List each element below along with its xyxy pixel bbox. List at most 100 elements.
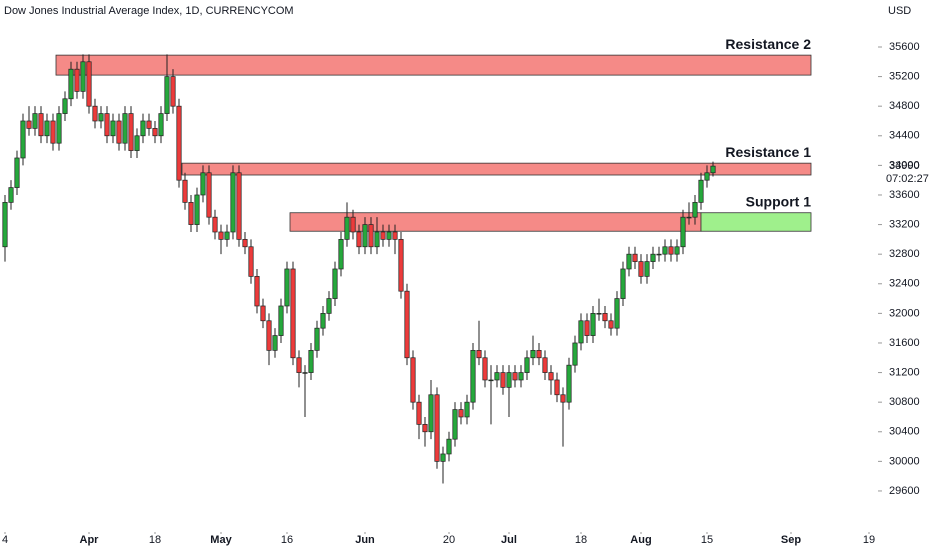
candle-body: [704, 172, 710, 181]
candle-body: [500, 372, 506, 388]
y-tick-label: 32400: [889, 278, 920, 290]
candle-body: [458, 409, 464, 418]
x-tick-label: May: [210, 534, 232, 546]
y-tick-label: 31600: [889, 337, 920, 349]
candle-body: [452, 409, 458, 440]
candle-body: [614, 298, 620, 329]
candle-body: [680, 216, 686, 248]
zone: [181, 162, 812, 176]
candle-body: [242, 239, 248, 248]
candle-body: [410, 357, 416, 403]
y-tick-label: 30800: [889, 396, 920, 408]
x-tick-label: 16: [281, 534, 293, 546]
candle-body: [128, 113, 134, 151]
candle-body: [476, 350, 482, 359]
candle-body: [50, 120, 56, 144]
candle-body: [398, 239, 404, 292]
candle-body: [32, 113, 38, 129]
candle-body: [686, 216, 692, 219]
candle-body: [68, 68, 74, 100]
candle-body: [236, 172, 242, 240]
candle-body: [278, 305, 284, 336]
candle-body: [194, 194, 200, 225]
candle-body: [254, 276, 260, 307]
candle-body: [338, 239, 344, 270]
zone-split: [700, 212, 812, 232]
candle-body: [518, 372, 524, 381]
candle-body: [464, 401, 470, 418]
candle-body: [356, 231, 362, 248]
candle-body: [56, 113, 62, 144]
candle-body: [116, 120, 122, 144]
candle-body: [572, 342, 578, 366]
candle-body: [230, 172, 236, 233]
candle-body: [386, 231, 392, 240]
candle-body: [164, 76, 170, 114]
candle-body: [212, 216, 218, 233]
y-tick-label: 31200: [889, 366, 920, 378]
y-tick-label: 29600: [889, 485, 920, 497]
candle-body: [134, 135, 140, 151]
x-tick-label: Jun: [355, 534, 375, 546]
candle-body: [326, 298, 332, 314]
candle-body: [560, 394, 566, 403]
candle-body: [188, 202, 194, 225]
candle-body: [8, 187, 14, 203]
y-tick-label: 34400: [889, 130, 920, 142]
candle-body: [488, 379, 494, 382]
candle-body: [362, 224, 368, 248]
candle-body: [332, 268, 338, 299]
candle-body: [566, 364, 572, 403]
candle-body: [14, 157, 20, 188]
zone: [55, 54, 812, 76]
candle-body: [26, 120, 32, 129]
candle-body: [668, 246, 674, 255]
candle-body: [62, 98, 68, 114]
x-tick-label: Aug: [630, 534, 651, 546]
candle-body: [590, 313, 596, 336]
candle-body: [536, 350, 542, 359]
candle-body: [170, 76, 176, 107]
zone-label: Resistance 1: [725, 144, 811, 160]
candle-body: [548, 372, 554, 381]
y-tick-label: 30000: [889, 455, 920, 467]
candle-body: [152, 128, 158, 137]
zone-label: Resistance 2: [725, 36, 811, 52]
x-tick-label: 18: [575, 534, 587, 546]
candle-body: [422, 424, 428, 433]
candle-body: [206, 172, 212, 218]
candle-body: [98, 113, 104, 122]
candle-body: [80, 61, 86, 92]
candle-body: [260, 305, 266, 322]
candle-body: [176, 105, 182, 181]
x-tick-label: 19: [863, 534, 875, 546]
candle-body: [248, 246, 254, 277]
candle-body: [272, 335, 278, 351]
candle-body: [650, 253, 656, 262]
candle-body: [308, 350, 314, 373]
candle-body: [626, 253, 632, 270]
candle-body: [608, 320, 614, 329]
candle-body: [290, 268, 296, 359]
candle-body: [182, 179, 188, 203]
candle-body: [638, 261, 644, 277]
candle-body: [158, 113, 164, 137]
candle-body: [92, 105, 98, 122]
candle-body: [524, 357, 530, 373]
candle-body: [200, 172, 206, 196]
candle-body: [296, 357, 302, 373]
candle-body: [104, 113, 110, 137]
y-tick-label: 32800: [889, 248, 920, 260]
candle-body: [710, 165, 716, 174]
candle-body: [380, 231, 386, 240]
candle-body: [20, 120, 26, 159]
candle-body: [674, 246, 680, 255]
y-tick-label: 35600: [889, 41, 920, 53]
candle-body: [86, 61, 92, 107]
candle-body: [578, 320, 584, 344]
candle-body: [506, 372, 512, 388]
candle-body: [440, 453, 446, 462]
candle-body: [512, 372, 518, 381]
candle-body: [284, 268, 290, 307]
